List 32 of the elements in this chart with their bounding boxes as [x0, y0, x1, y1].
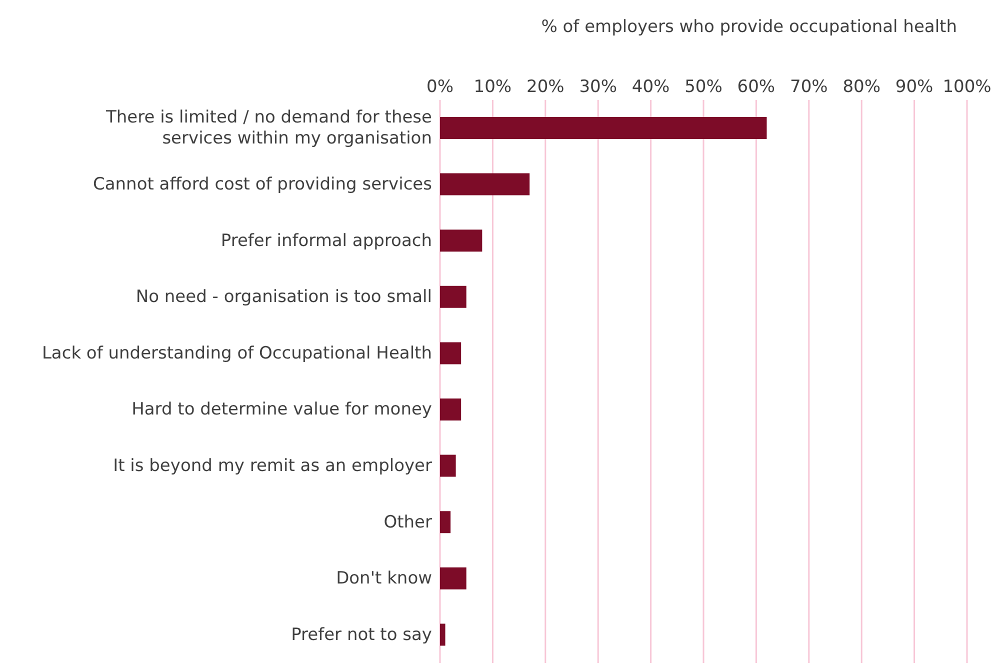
y-tick-label: Prefer not to say — [291, 624, 432, 645]
bar — [440, 398, 462, 420]
y-tick-label: There is limited / no demand for these services within my organisation — [104, 107, 432, 148]
bar — [440, 117, 767, 139]
x-axis-title: % of employers who provide occupational health — [541, 17, 957, 38]
x-tick-label: 0% — [426, 77, 454, 97]
y-tick-label: Other — [384, 512, 432, 532]
bar — [440, 342, 462, 364]
x-tick-label: 80% — [842, 77, 880, 97]
y-tick-label: Cannot afford cost of providing services — [92, 174, 432, 194]
y-tick-label: No need - organisation is too small — [136, 286, 432, 307]
bar — [440, 454, 456, 477]
bar — [440, 567, 466, 590]
y-tick-label: Lack of understanding of Occupational Health — [42, 342, 432, 364]
x-tick-label: 100% — [942, 77, 992, 97]
x-tick-label: 20% — [526, 77, 564, 97]
x-tick-label: 30% — [579, 77, 617, 97]
x-tick-label: 70% — [790, 77, 828, 97]
y-tick-label: It is beyond my remit as an employer — [113, 456, 432, 476]
y-tick-label: Prefer informal approach — [220, 230, 432, 250]
bar — [440, 230, 482, 252]
x-tick-label: 90% — [895, 77, 934, 97]
y-tick-label: Don't know — [336, 568, 432, 588]
bar — [440, 173, 530, 196]
x-tick-label: 50% — [684, 77, 722, 97]
bar — [440, 286, 466, 308]
x-tick-label: 40% — [632, 77, 670, 97]
x-tick-label: 10% — [474, 77, 512, 97]
y-tick-label: Hard to determine value for money — [132, 399, 432, 420]
bar — [440, 624, 446, 646]
x-tick-label: 60% — [737, 77, 776, 97]
bar — [440, 511, 451, 534]
